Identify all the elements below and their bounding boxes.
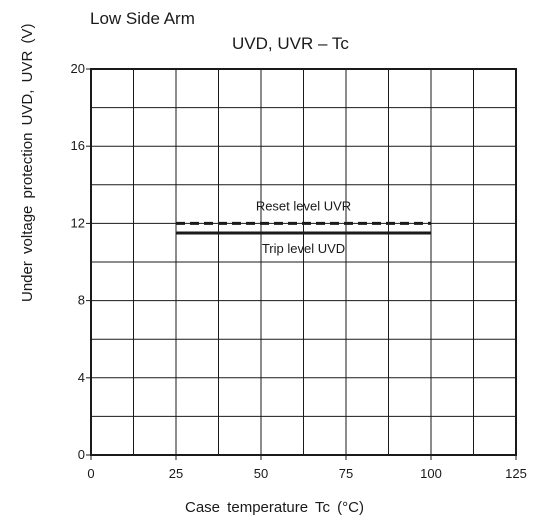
y-tick-label: 4 (78, 370, 85, 385)
series-labels: Reset level UVR Trip level UVD (256, 198, 351, 256)
series-label-reset-uvr: Reset level UVR (256, 198, 351, 213)
y-tick-label: 8 (78, 293, 85, 308)
x-axis-label: Case temperature Tc (°C) (185, 499, 364, 516)
x-tick-label: 125 (505, 466, 527, 481)
x-tick-label: 50 (254, 466, 268, 481)
grid (91, 69, 516, 455)
series-label-trip-uvd: Trip level UVD (262, 241, 345, 256)
chart-title: UVD, UVR – Tc (232, 34, 349, 53)
y-axis-label: Under voltage protection UVD, UVR (V) (19, 23, 36, 302)
x-tick-label: 0 (87, 466, 94, 481)
y-tick-label: 16 (71, 138, 85, 153)
header-title: Low Side Arm (90, 9, 195, 28)
axis-ticks: 0 25 50 75 100 125 0 4 8 12 16 20 (71, 61, 527, 481)
series-layer (176, 221, 431, 235)
plot-frame (90, 68, 517, 456)
y-tick-label: 0 (78, 447, 85, 462)
y-tick-label: 20 (71, 61, 85, 76)
y-tick-label: 12 (71, 215, 85, 230)
x-tick-label: 75 (339, 466, 353, 481)
x-tick-label: 100 (420, 466, 442, 481)
x-tick-label: 25 (169, 466, 183, 481)
